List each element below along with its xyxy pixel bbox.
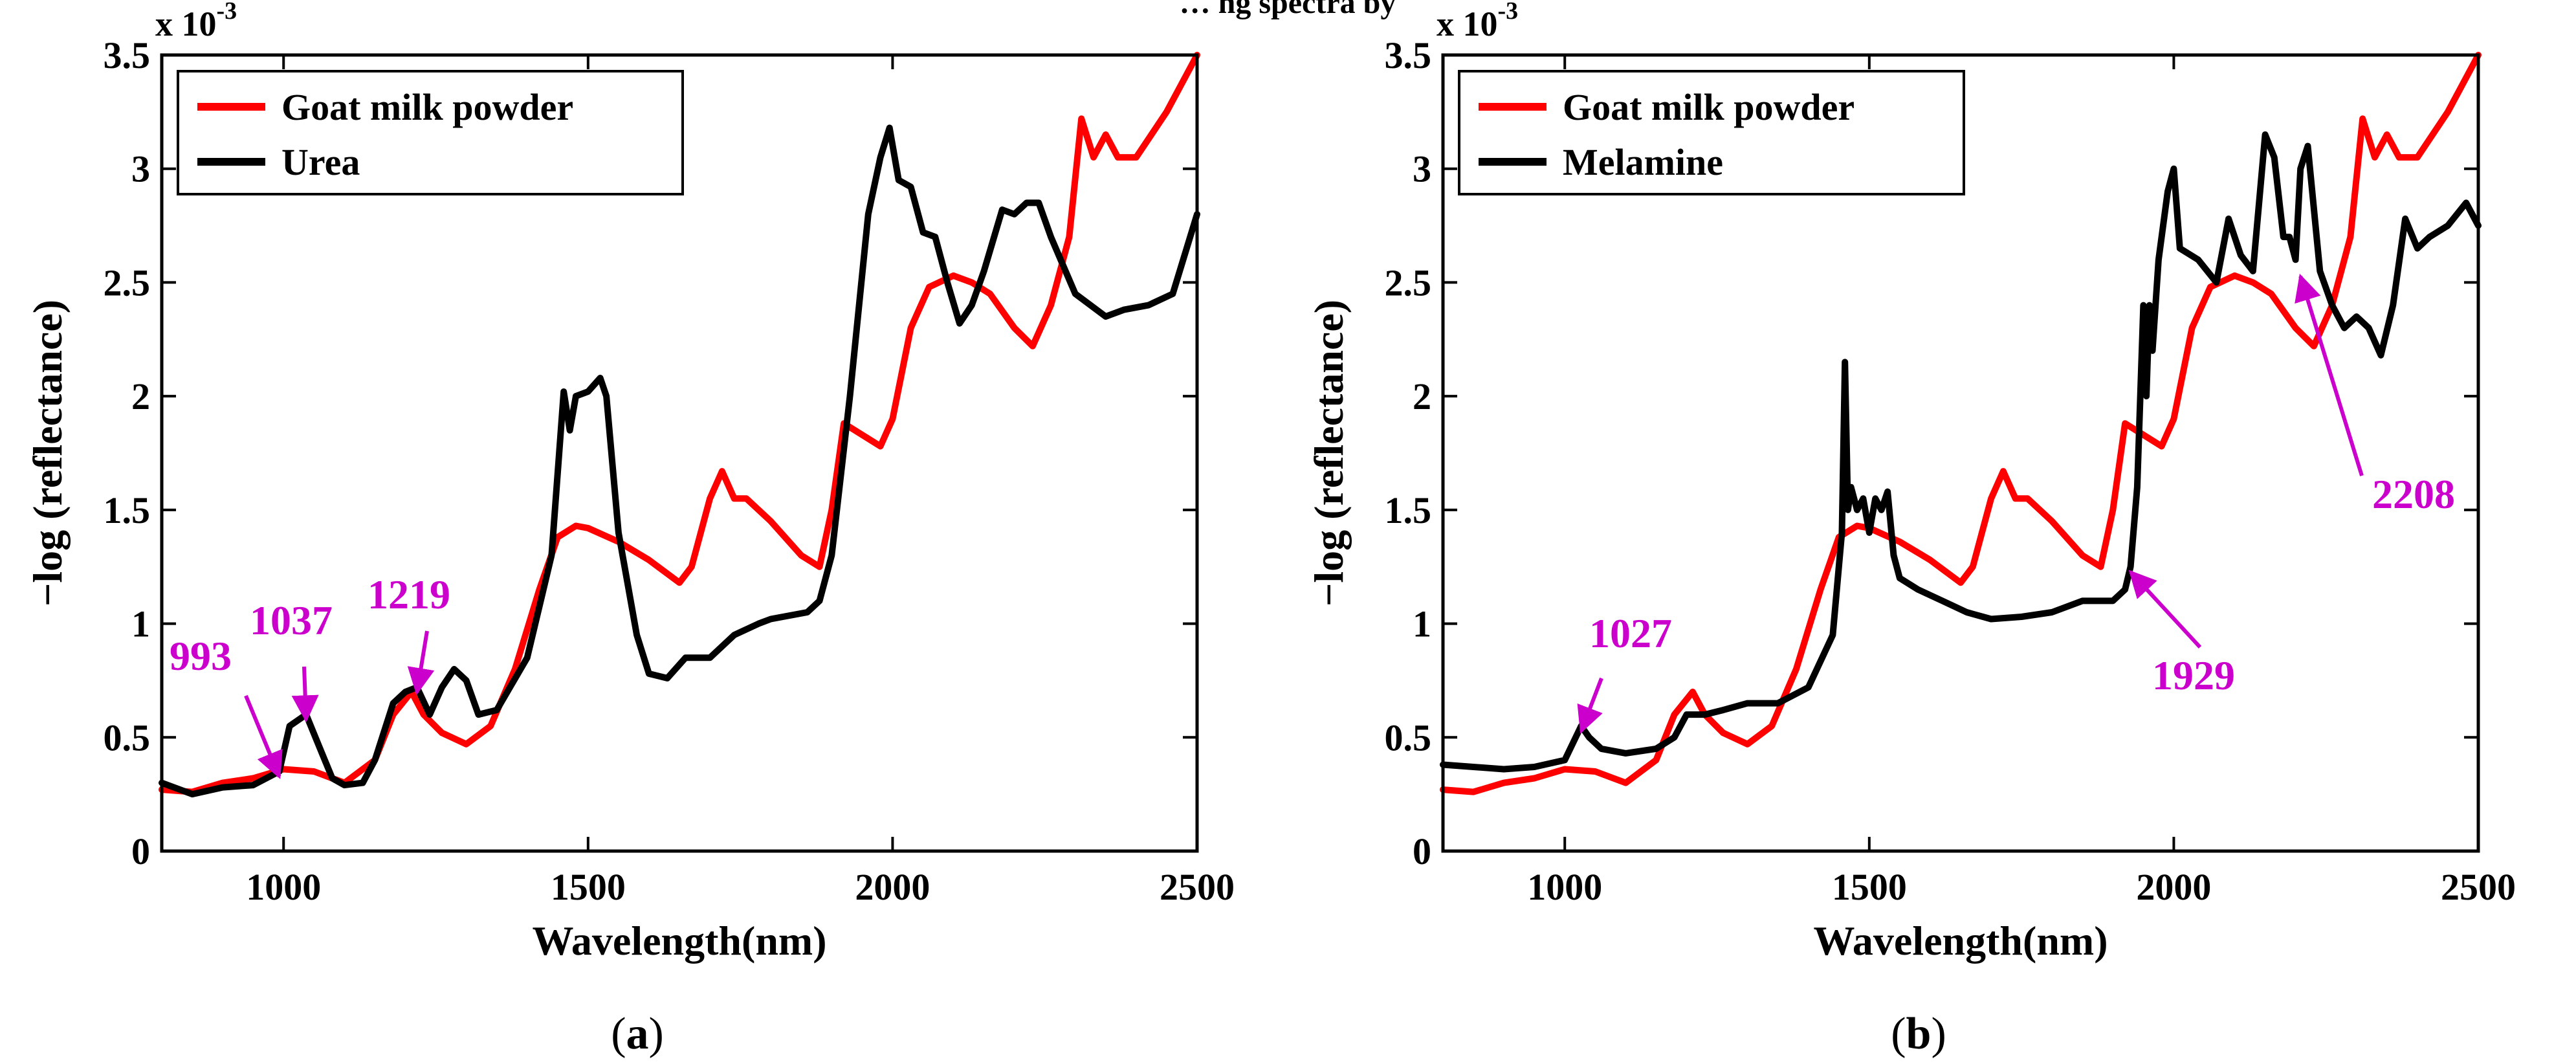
chart-a-annotations: 993 1037 1219 <box>170 571 450 779</box>
chart-a-annotation-arrow-1037 <box>291 666 319 723</box>
chart-b-legend: Goat milk powder Melamine <box>1458 70 1965 195</box>
chart-b-y-tick-label: 3.5 <box>1385 34 1432 76</box>
chart-a-y-tick-label: 3.5 <box>104 34 151 76</box>
panel-label-a: (a) <box>611 1009 664 1059</box>
chart-a-annotation-1037: 1037 <box>250 597 333 643</box>
chart-a-series-line-goat-milk-powder <box>159 52 1200 795</box>
chart-a-y-tick-label: 0 <box>131 830 150 872</box>
chart-b-x-tick-label: 2500 <box>2441 866 2516 908</box>
chart-b-annotations: 1027 1929 2208 <box>1577 273 2455 734</box>
chart-a-series <box>159 52 1200 798</box>
chart-a-x-axis-title: Wavelength(nm) <box>532 918 826 964</box>
chart-a-y-tick-label: 0.5 <box>104 716 151 759</box>
chart-b-annotation-2208: 2208 <box>2372 471 2455 517</box>
chart-a-plot-frame <box>160 53 1199 853</box>
chart-b-y-tick-label: 3 <box>1413 148 1431 190</box>
chart-a-y-tick-label: 3 <box>131 148 150 190</box>
chart-a-y-tick-label: 2.5 <box>104 261 151 304</box>
chart-b-annotation-1027: 1027 <box>1589 610 1672 656</box>
chart-b-x-tick-label: 2000 <box>2136 866 2211 908</box>
chart-a-ticks: 1000 1500 2000 2500 0 0.5 1 1.5 2 2.5 3 3.5 <box>104 34 1235 908</box>
chart-a-x-tick-label: 1000 <box>246 866 321 908</box>
chart-b-x-tick-label: 1500 <box>1832 866 1907 908</box>
chart-b-legend-box <box>1458 70 1965 195</box>
chart-b-y-tick-label: 0 <box>1413 830 1431 872</box>
chart-a-y-multiplier: x 10-3 <box>155 0 237 43</box>
chart-b-y-axis-title: −log (reflectance) <box>1306 300 1352 606</box>
chart-a-x-tick-label: 2500 <box>1160 866 1235 908</box>
chart-a-x-tick-label: 1500 <box>551 866 626 908</box>
chart-b-annotation-arrow-1929 <box>2128 570 2202 649</box>
chart-a-legend-label-goat: Goat milk powder <box>281 86 573 128</box>
chart-b-y-tick-label: 2 <box>1413 375 1431 417</box>
chart-a-annotation-993: 993 <box>170 633 232 679</box>
chart-b-series-line-goat-milk-powder <box>1440 52 2482 795</box>
chart-a-legend-box <box>177 70 684 195</box>
figure-caption-fragment: … ng spectra by <box>1180 0 1396 20</box>
chart-b-x-axis-title: Wavelength(nm) <box>1813 918 2108 964</box>
chart-a-legend: Goat milk powder Urea <box>177 70 684 195</box>
chart-b-series-line-melamine <box>1440 131 2482 773</box>
chart-b-y-multiplier-exp: -3 <box>1498 0 1519 25</box>
chart-b-x-tick-label: 1000 <box>1527 866 1602 908</box>
chart-b-y-tick-label: 2.5 <box>1385 261 1432 304</box>
chart-a-y-tick-label: 1.5 <box>104 489 151 531</box>
chart-b-y-tick-label: 0.5 <box>1385 716 1432 759</box>
chart-b-legend-label-melamine: Melamine <box>1563 141 1723 183</box>
chart-a-y-multiplier-base: x 10 <box>155 5 217 43</box>
chart-b-y-tick-label: 1.5 <box>1385 489 1432 531</box>
chart-a-y-tick-label: 2 <box>131 375 150 417</box>
chart-b-series <box>1440 52 2482 795</box>
chart-a-legend-label-urea: Urea <box>281 141 360 183</box>
chart-b-plot-frame <box>1441 53 2480 853</box>
chart-a-series-line-urea <box>159 124 1200 798</box>
chart-b-annotation-arrow-2208 <box>2295 273 2364 476</box>
chart-a-y-multiplier-exp: -3 <box>217 0 237 25</box>
chart-a-x-tick-label: 2000 <box>855 866 930 908</box>
chart-a-y-tick-label: 1 <box>131 603 150 645</box>
chart-b-annotation-arrow-1027 <box>1577 677 1603 734</box>
chart-b-y-multiplier: x 10-3 <box>1437 0 1518 43</box>
chart-b-y-multiplier-base: x 10 <box>1437 5 1498 43</box>
chart-a-y-axis-title: −log (reflectance) <box>25 300 71 606</box>
chart-b-ticks: 1000 1500 2000 2500 0 0.5 1 1.5 2 2.5 3 3.5 <box>1385 34 2516 908</box>
panel-label-b: (b) <box>1891 1009 1946 1059</box>
chart-b-legend-label-goat: Goat milk powder <box>1563 86 1855 128</box>
chart-a-annotation-arrow-1219 <box>407 630 435 696</box>
chart-b-annotation-1929: 1929 <box>2152 652 2235 698</box>
chart-b-y-tick-label: 1 <box>1413 603 1431 645</box>
chart-a-annotation-arrow-993 <box>244 694 283 779</box>
chart-a-annotation-1219: 1219 <box>368 571 450 617</box>
